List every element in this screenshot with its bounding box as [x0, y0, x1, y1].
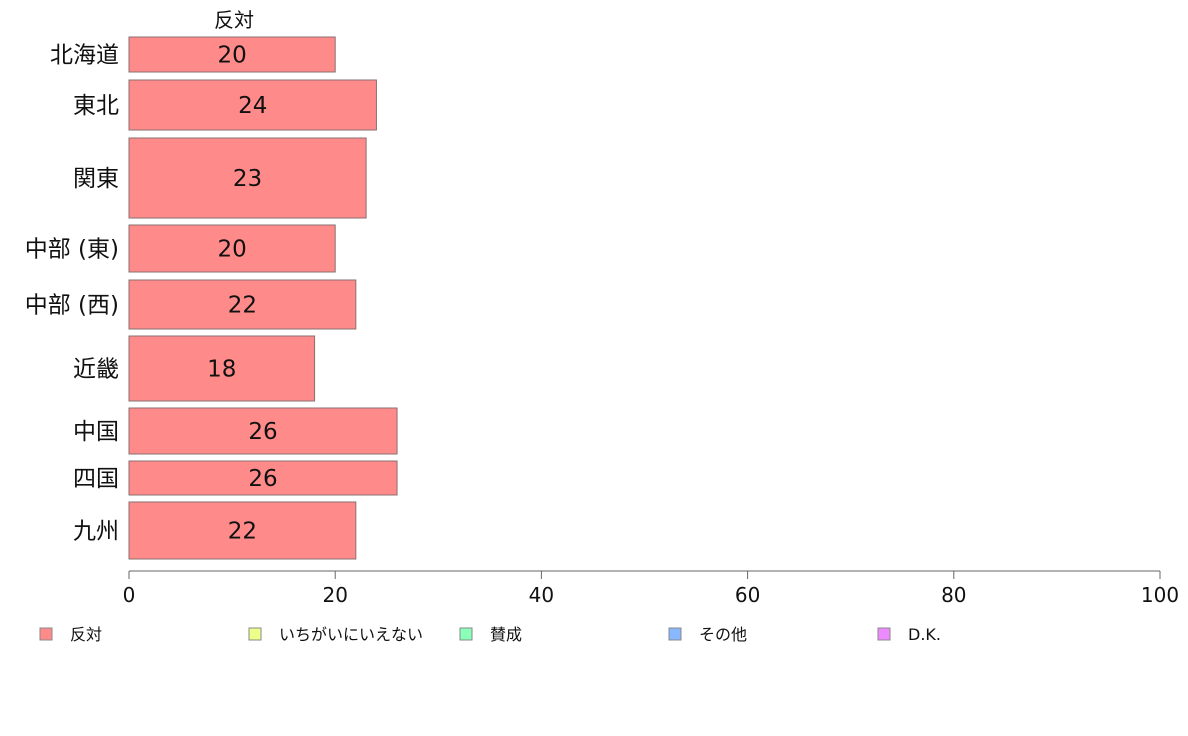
legend-swatch — [877, 627, 891, 641]
category-label: 中国 — [73, 419, 119, 445]
x-tick-label: 100 — [1141, 583, 1179, 607]
bar-value-label: 22 — [228, 519, 257, 545]
legend-swatch — [248, 627, 262, 641]
category-label: 関東 — [73, 166, 119, 192]
bar — [128, 137, 367, 219]
x-tick-label: 60 — [735, 583, 760, 607]
category-label: 近畿 — [73, 357, 119, 383]
category-label: 四国 — [73, 466, 119, 492]
category-label: 九州 — [73, 519, 119, 545]
x-tick-label: 20 — [322, 583, 347, 607]
bar-value-label: 23 — [233, 166, 262, 192]
category-label: 東北 — [73, 93, 119, 119]
legend-swatch — [459, 627, 473, 641]
x-axis: 0 20 40 60 80 100 — [123, 570, 1179, 607]
bar-value-label: 26 — [248, 419, 277, 445]
bar — [128, 335, 316, 402]
legend-label: 賛成 — [490, 625, 522, 644]
legend-label: その他 — [699, 625, 747, 644]
legend: 反対 いちがいにいえない 賛成 その他 D.K. — [39, 625, 941, 644]
category-label: 中部 (西) — [25, 293, 119, 319]
bar-value-label: 18 — [207, 357, 236, 383]
legend-swatch — [668, 627, 682, 641]
bar-value-label: 24 — [238, 93, 267, 119]
bar-value-label: 22 — [228, 293, 257, 319]
x-tick-label: 80 — [941, 583, 966, 607]
bar-value-label: 20 — [217, 237, 246, 263]
legend-label: D.K. — [908, 625, 941, 644]
bar — [128, 79, 377, 131]
legend-label: いちがいにいえない — [279, 625, 423, 644]
x-tick-label: 0 — [123, 583, 136, 607]
bar — [128, 36, 336, 73]
bar — [128, 460, 398, 496]
bar — [128, 224, 336, 273]
category-label: 中部 (東) — [25, 237, 119, 263]
bars-group: 20 北海道 24 東北 23 関東 20 中部 (東) 22 中部 (西) 18 近畿 26 中国 26 四… — [25, 36, 398, 560]
legend-label: 反対 — [70, 625, 102, 644]
bar — [128, 407, 398, 455]
x-tick-label: 40 — [529, 583, 554, 607]
bar — [128, 279, 357, 330]
series-title: 反対 — [214, 8, 254, 32]
bar — [128, 501, 357, 560]
bar-value-label: 26 — [248, 466, 277, 492]
bar-value-label: 20 — [217, 43, 246, 69]
category-label: 北海道 — [50, 43, 119, 69]
legend-swatch — [39, 627, 53, 641]
